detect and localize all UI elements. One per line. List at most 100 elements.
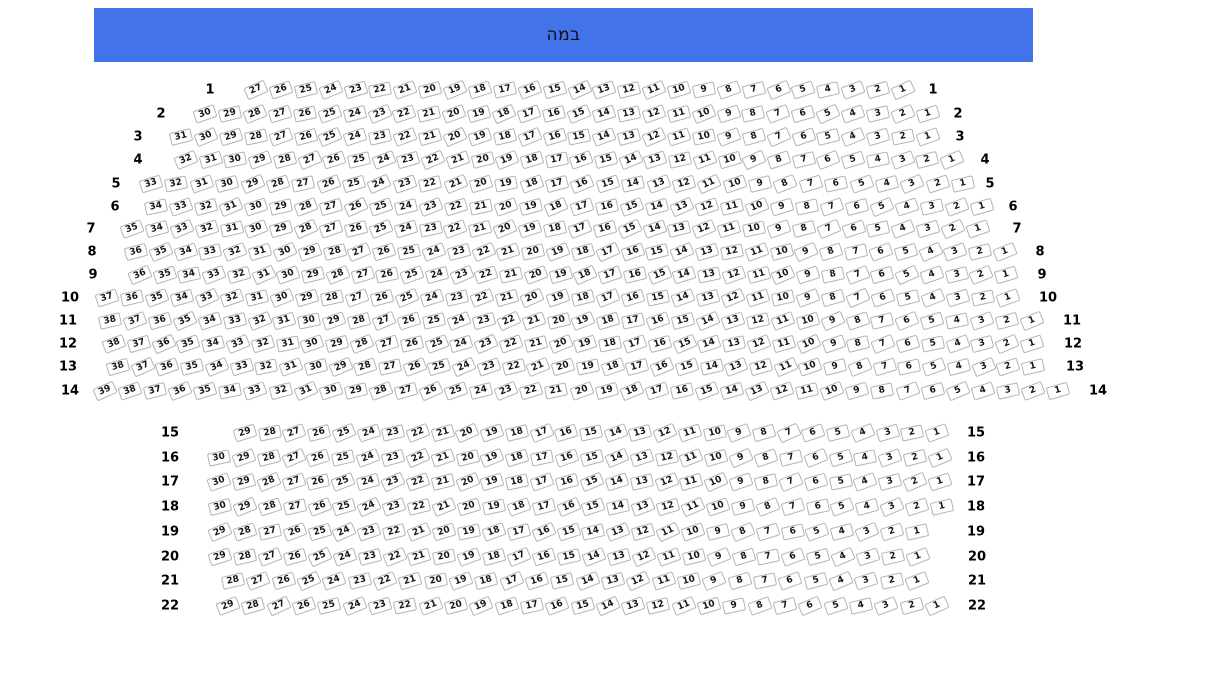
seat[interactable]: 26: [375, 266, 400, 284]
seat[interactable]: 30: [206, 472, 232, 492]
seat[interactable]: 21: [430, 473, 455, 491]
seat[interactable]: 12: [694, 197, 720, 217]
seat[interactable]: 9: [795, 287, 821, 309]
seat[interactable]: 21: [430, 423, 456, 443]
seat[interactable]: 20: [468, 174, 494, 194]
seat[interactable]: 18: [492, 128, 517, 146]
seat[interactable]: 35: [119, 219, 145, 239]
seat[interactable]: 37: [142, 382, 168, 400]
seat[interactable]: 2: [900, 424, 925, 442]
seat[interactable]: 7: [776, 422, 802, 444]
seat[interactable]: 27: [377, 358, 403, 376]
seat[interactable]: 2: [995, 357, 1021, 377]
seat[interactable]: 24: [341, 595, 368, 617]
seat[interactable]: 19: [548, 265, 573, 285]
seat[interactable]: 8: [753, 473, 779, 491]
seat[interactable]: 7: [756, 548, 781, 566]
seat[interactable]: 3: [865, 127, 891, 147]
seat[interactable]: 13: [629, 448, 655, 468]
seat[interactable]: 1: [890, 79, 916, 101]
seat[interactable]: 7: [870, 312, 895, 330]
seat[interactable]: 22: [368, 81, 393, 99]
seat[interactable]: 31: [247, 242, 273, 262]
seat[interactable]: 18: [474, 571, 499, 591]
seat[interactable]: 21: [525, 356, 552, 378]
seat[interactable]: 20: [492, 218, 518, 240]
seat[interactable]: 15: [616, 218, 643, 240]
seat[interactable]: 9: [793, 241, 820, 263]
seat[interactable]: 24: [424, 265, 450, 285]
seat[interactable]: 24: [394, 198, 419, 216]
seat[interactable]: 9: [722, 597, 747, 615]
seat[interactable]: 10: [696, 596, 722, 616]
seat[interactable]: 4: [894, 197, 920, 217]
seat[interactable]: 21: [469, 198, 494, 216]
seat[interactable]: 13: [694, 242, 720, 262]
seat[interactable]: 4: [830, 522, 855, 542]
seat[interactable]: 18: [467, 80, 493, 100]
seat[interactable]: 4: [920, 287, 946, 309]
seat[interactable]: 17: [506, 522, 532, 542]
seat[interactable]: 29: [343, 382, 368, 400]
seat[interactable]: 34: [218, 382, 243, 400]
seat[interactable]: 27: [282, 498, 307, 516]
seat[interactable]: 7: [844, 264, 871, 286]
seat[interactable]: 1: [915, 127, 941, 147]
seat[interactable]: 20: [568, 381, 595, 401]
seat[interactable]: 39: [92, 380, 118, 402]
seat[interactable]: 6: [920, 381, 945, 401]
seat[interactable]: 28: [325, 264, 351, 286]
seat[interactable]: 20: [423, 572, 448, 590]
seat[interactable]: 30: [318, 381, 344, 401]
seat[interactable]: 22: [381, 546, 408, 568]
seat[interactable]: 16: [569, 173, 596, 195]
seat[interactable]: 13: [695, 288, 720, 308]
seat[interactable]: 27: [318, 219, 344, 239]
seat[interactable]: 22: [443, 197, 469, 217]
seat[interactable]: 10: [769, 242, 794, 262]
seat[interactable]: 15: [674, 357, 700, 377]
seat[interactable]: 1: [1019, 310, 1045, 332]
seat[interactable]: 28: [257, 497, 283, 517]
seat[interactable]: 11: [692, 149, 718, 171]
seat[interactable]: 8: [741, 127, 767, 147]
seat[interactable]: 8: [741, 105, 766, 123]
seat[interactable]: 10: [690, 103, 717, 125]
seat[interactable]: 14: [591, 104, 617, 124]
seat[interactable]: 22: [382, 523, 407, 541]
seat[interactable]: 4: [850, 422, 876, 444]
seat[interactable]: 18: [506, 497, 532, 517]
seat[interactable]: 18: [505, 473, 530, 491]
seat[interactable]: 25: [331, 422, 357, 444]
seat[interactable]: 28: [349, 333, 375, 355]
seat[interactable]: 35: [192, 381, 218, 401]
seat[interactable]: 25: [307, 522, 332, 542]
seat[interactable]: 28: [242, 103, 268, 125]
seat[interactable]: 5: [893, 242, 919, 262]
seat[interactable]: 3: [877, 472, 903, 492]
seat[interactable]: 25: [396, 243, 422, 261]
seat[interactable]: 31: [218, 196, 244, 218]
seat[interactable]: 23: [392, 174, 418, 194]
seat[interactable]: 3: [873, 595, 899, 617]
seat[interactable]: 17: [492, 81, 518, 99]
seat[interactable]: 29: [232, 496, 258, 518]
seat[interactable]: 34: [143, 198, 169, 216]
seat[interactable]: 10: [770, 264, 796, 286]
seat[interactable]: 15: [670, 311, 696, 331]
seat[interactable]: 25: [317, 597, 342, 615]
seat[interactable]: 4: [890, 218, 916, 240]
seat[interactable]: 13: [667, 220, 692, 238]
seat[interactable]: 30: [269, 287, 295, 309]
seat[interactable]: 26: [293, 127, 318, 147]
seat[interactable]: 3: [890, 150, 916, 170]
seat[interactable]: 29: [327, 356, 354, 378]
seat[interactable]: 25: [331, 449, 356, 467]
seat[interactable]: 34: [200, 335, 226, 353]
seat[interactable]: 35: [144, 287, 170, 309]
seat[interactable]: 8: [845, 311, 871, 331]
seat[interactable]: 2: [880, 548, 906, 566]
seat[interactable]: 17: [644, 381, 670, 401]
seat[interactable]: 12: [654, 449, 679, 467]
seat[interactable]: 28: [257, 424, 282, 442]
